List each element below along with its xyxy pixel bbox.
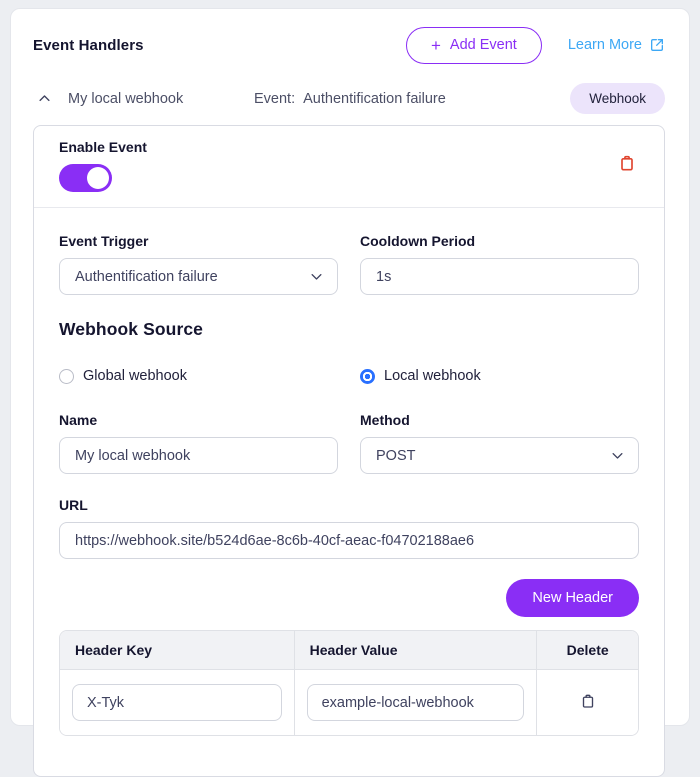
card-divider: [34, 207, 664, 208]
trigger-cooldown-row: Event Trigger Authentification failure C…: [59, 233, 639, 295]
delete-cell: [536, 669, 638, 735]
header-value-column-header: Header Value: [294, 631, 538, 670]
method-select[interactable]: POST: [360, 437, 639, 474]
handler-event-value: Authentification failure: [303, 90, 446, 107]
add-event-label: Add Event: [449, 37, 517, 53]
table-row: [60, 669, 638, 735]
header-value-cell: [294, 669, 538, 735]
card-body: Event Trigger Authentification failure C…: [34, 208, 664, 776]
headers-table: Header Key Header Value Delete: [59, 630, 639, 736]
radio-local-webhook[interactable]: Local webhook: [360, 368, 639, 384]
card-top: Enable Event: [34, 126, 664, 207]
delete-column-header: Delete: [536, 631, 638, 670]
name-method-row: Name Method POST: [59, 412, 639, 474]
page-title: Event Handlers: [33, 36, 144, 54]
cooldown-field: Cooldown Period: [360, 233, 639, 295]
url-field-group: URL: [59, 497, 639, 559]
panel-header: Event Handlers + Add Event Learn More: [33, 23, 665, 67]
method-label: Method: [360, 412, 410, 428]
headers-table-head-row: Header Key Header Value Delete: [60, 631, 638, 670]
event-trigger-select[interactable]: Authentification failure: [59, 258, 338, 295]
method-field-group: Method POST: [360, 412, 639, 474]
header-key-cell: [60, 669, 295, 735]
add-event-button[interactable]: + Add Event: [405, 26, 542, 64]
handler-name: My local webhook: [68, 90, 184, 107]
learn-more-label: Learn More: [567, 37, 642, 53]
new-header-button[interactable]: New Header: [506, 579, 639, 617]
enable-event-group: Enable Event: [59, 139, 147, 192]
handler-type-badge: Webhook: [570, 83, 665, 114]
url-input[interactable]: [59, 522, 639, 559]
handler-row: My local webhook Event: Authentification…: [33, 83, 665, 114]
enable-event-label: Enable Event: [59, 139, 147, 155]
handler-event-label: Event:: [254, 90, 296, 107]
webhook-source-radios: Global webhook Local webhook: [59, 368, 639, 384]
chevron-down-icon: [309, 269, 324, 284]
method-value: POST: [376, 447, 416, 464]
collapse-chevron-up-icon[interactable]: [35, 89, 54, 108]
header-key-input[interactable]: [72, 684, 282, 721]
cooldown-label: Cooldown Period: [360, 233, 476, 249]
new-header-row: New Header: [59, 579, 639, 617]
event-trigger-label: Event Trigger: [59, 233, 149, 249]
header-value-input[interactable]: [306, 684, 525, 721]
radio-icon: [360, 368, 375, 384]
cooldown-input[interactable]: [360, 258, 639, 295]
radio-icon: [59, 368, 74, 384]
event-handlers-panel: Event Handlers + Add Event Learn More My: [10, 8, 690, 777]
event-trigger-value: Authentification failure: [75, 268, 218, 285]
handler-card: Enable Event Event Trigger Authentificat…: [33, 125, 665, 777]
name-input[interactable]: [59, 437, 338, 474]
event-trigger-field: Event Trigger Authentification failure: [59, 233, 338, 295]
toggle-knob: [87, 167, 109, 189]
header-actions: + Add Event Learn More: [405, 26, 665, 64]
handler-event: Event: Authentification failure: [254, 91, 446, 107]
radio-local-label: Local webhook: [384, 368, 481, 384]
plus-icon: +: [430, 35, 441, 55]
radio-global-webhook[interactable]: Global webhook: [59, 368, 338, 384]
radio-global-label: Global webhook: [83, 368, 187, 384]
chevron-down-icon: [610, 448, 625, 463]
enable-event-toggle[interactable]: [59, 164, 112, 192]
external-link-icon: [649, 37, 665, 53]
name-label: Name: [59, 412, 98, 428]
delete-handler-trash-icon[interactable]: [615, 151, 639, 178]
delete-row-trash-icon[interactable]: [577, 690, 599, 715]
name-field-group: Name: [59, 412, 338, 474]
webhook-source-heading: Webhook Source: [59, 319, 204, 339]
url-label: URL: [59, 497, 88, 513]
header-key-column-header: Header Key: [60, 631, 295, 670]
learn-more-link[interactable]: Learn More: [568, 37, 665, 53]
